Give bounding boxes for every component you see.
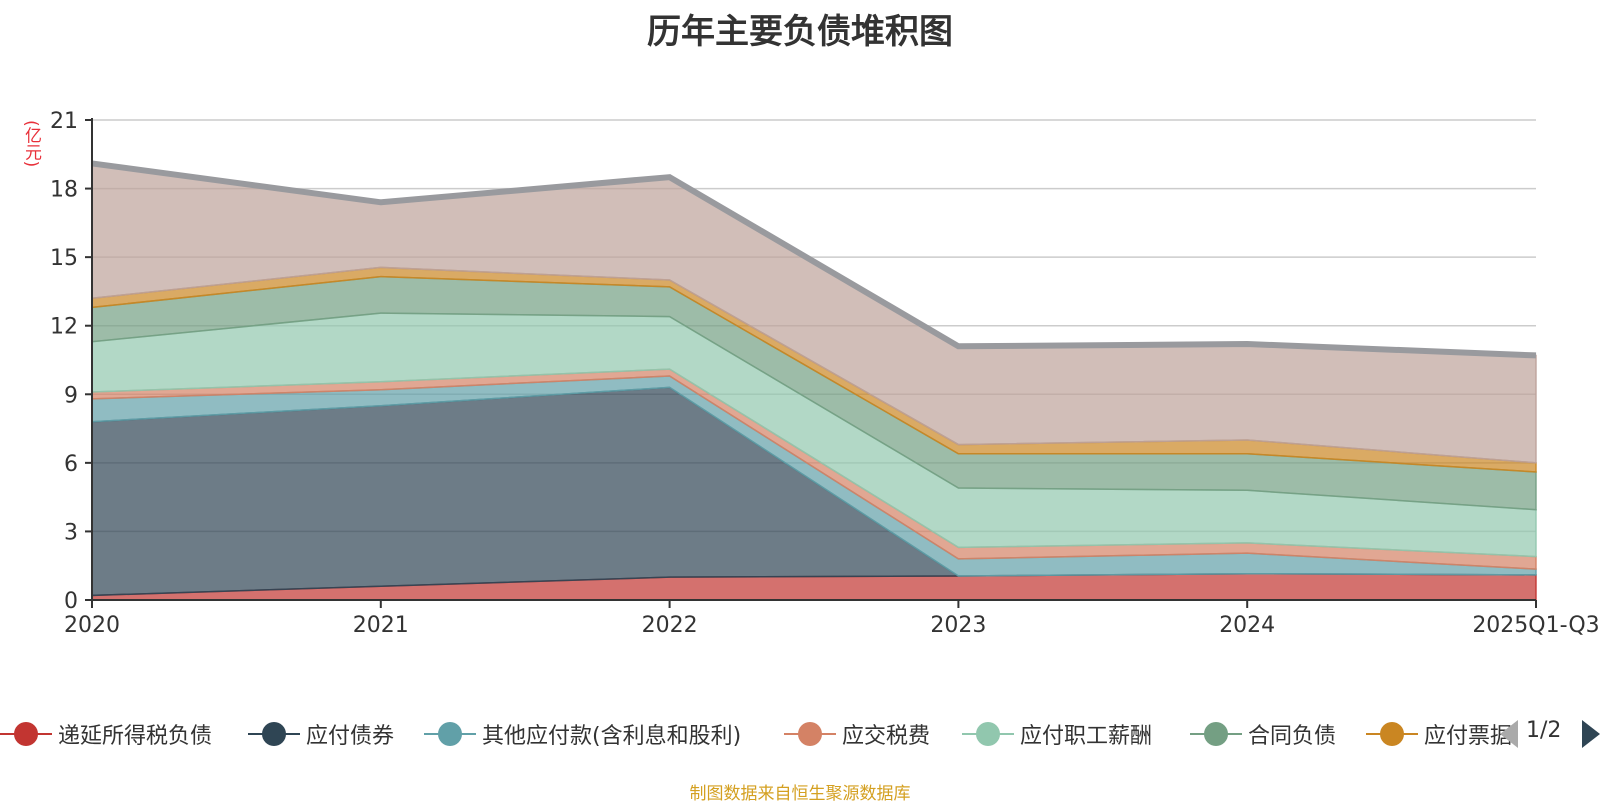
- legend-item[interactable]: 应付票据: [1366, 712, 1512, 756]
- y-tick-label: 12: [50, 315, 78, 340]
- y-tick-label: 0: [64, 589, 78, 614]
- legend-item[interactable]: 其他应付款(含利息和股利): [424, 712, 741, 756]
- legend-label: 应付债券: [306, 724, 395, 749]
- y-tick-label: 15: [50, 246, 78, 271]
- legend-item[interactable]: 合同负债: [1190, 712, 1336, 756]
- chart-title: 历年主要负债堆积图: [647, 12, 953, 52]
- stacked-area-chart: 0 3 6 9 12 15 18 21 2020 2021 2022 2023 2024 2025Q1-Q…: [50, 109, 1600, 638]
- legend-label: 应付票据: [1424, 724, 1513, 749]
- legend-marker-icon: [248, 721, 300, 747]
- legend-marker-icon: [0, 721, 52, 747]
- legend-marker-icon: [784, 721, 836, 747]
- y-tick-label: 18: [50, 178, 78, 203]
- legend-marker-icon: [424, 721, 476, 747]
- legend-pager: 1/2: [1498, 712, 1600, 756]
- legend-label: 合同负债: [1248, 724, 1337, 749]
- y-tick-label: 9: [64, 383, 78, 408]
- legend-label: 其他应付款(含利息和股利): [482, 724, 742, 749]
- legend-next-page-icon[interactable]: [1582, 720, 1600, 748]
- x-tick-label: 2020: [64, 613, 120, 638]
- x-tick-label: 2023: [930, 613, 986, 638]
- legend-marker-icon: [1190, 721, 1242, 747]
- legend: 递延所得税负债 应付债券 其他应付款(含利息和股利) 应交税费 应付职工薪酬 合同负债 应付…: [0, 712, 1600, 756]
- y-tick-label: 21: [50, 109, 78, 134]
- legend-page-indicator: 1/2: [1526, 718, 1562, 743]
- legend-label: 应交税费: [842, 724, 931, 749]
- total-outline: [91, 160, 1537, 359]
- source-note: 制图数据来自恒生聚源数据库: [689, 784, 911, 804]
- legend-item[interactable]: 应付职工薪酬: [962, 712, 1152, 756]
- legend-marker-icon: [962, 721, 1014, 747]
- y-tick-label: 6: [64, 452, 78, 477]
- legend-item[interactable]: 应交税费: [784, 712, 930, 756]
- legend-item[interactable]: 应付债券: [248, 712, 394, 756]
- legend-label: 应付职工薪酬: [1020, 724, 1153, 749]
- legend-marker-icon: [1366, 721, 1418, 747]
- legend-label: 递延所得税负债: [58, 724, 213, 749]
- x-tick-label: 2025Q1-Q3: [1472, 613, 1599, 638]
- legend-item[interactable]: 递延所得税负债: [0, 712, 212, 756]
- y-axis-unit-label: (亿元): [21, 120, 41, 168]
- y-tick-label: 3: [64, 520, 78, 545]
- x-tick-label: 2024: [1219, 613, 1275, 638]
- x-tick-label: 2021: [353, 613, 409, 638]
- legend-prev-page-icon[interactable]: [1500, 720, 1518, 748]
- x-tick-label: 2022: [642, 613, 698, 638]
